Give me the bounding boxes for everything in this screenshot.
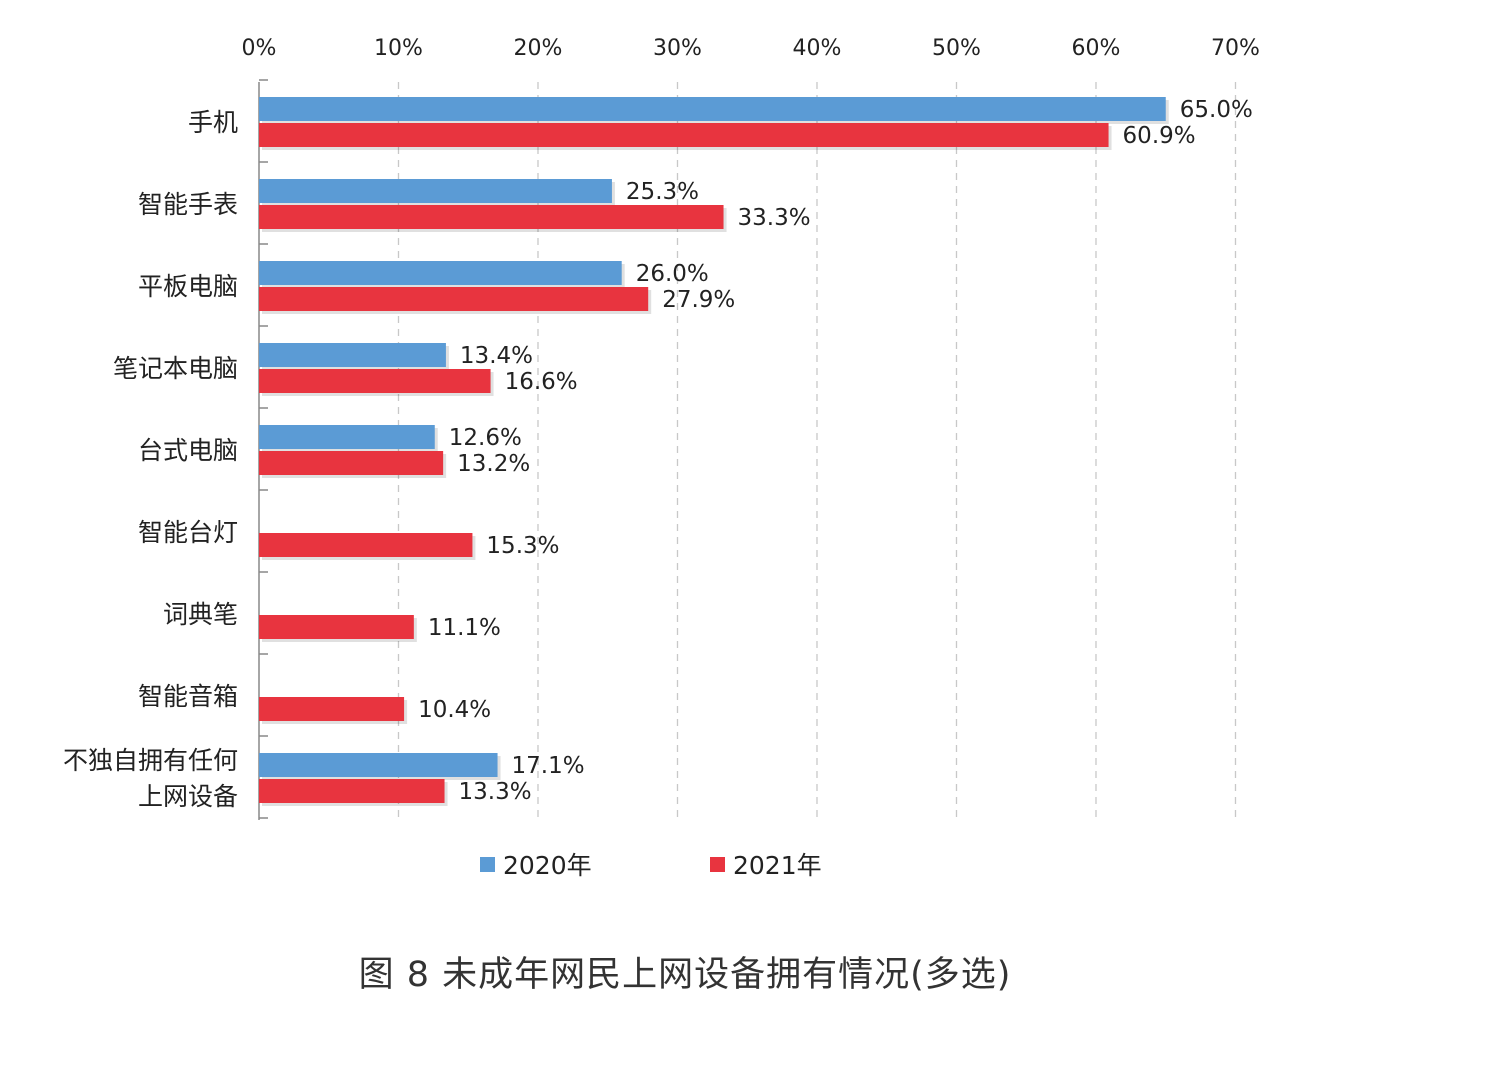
- bar-2020: [259, 753, 498, 777]
- category-label: 台式电脑: [138, 436, 238, 465]
- bar-2021: [259, 615, 414, 639]
- category-label: 智能手表: [138, 190, 238, 219]
- category-label: 手机: [188, 108, 238, 137]
- x-tick-label: 50%: [932, 36, 981, 61]
- legend-swatch: [480, 857, 495, 872]
- bar-2020: [259, 261, 622, 285]
- x-tick-label: 60%: [1072, 36, 1121, 61]
- data-label: 17.1%: [512, 753, 585, 779]
- data-label: 60.9%: [1123, 123, 1196, 149]
- bar-2020: [259, 425, 435, 449]
- bar-2021: [259, 451, 444, 475]
- legend-label: 2020年: [503, 851, 592, 880]
- x-tick-label: 40%: [793, 36, 842, 61]
- data-label: 13.4%: [460, 343, 533, 369]
- category-label: 笔记本电脑: [113, 354, 238, 383]
- x-tick-label: 70%: [1211, 36, 1260, 61]
- data-label: 11.1%: [428, 615, 501, 641]
- category-label: 平板电脑: [138, 272, 238, 301]
- data-label: 27.9%: [662, 287, 735, 313]
- data-label: 25.3%: [626, 179, 699, 205]
- data-label: 12.6%: [449, 425, 522, 451]
- category-label: 词典笔: [163, 600, 238, 629]
- bar-2021: [259, 779, 445, 803]
- data-label: 65.0%: [1180, 97, 1253, 123]
- bar-2020: [259, 97, 1166, 121]
- data-label: 15.3%: [486, 533, 559, 559]
- category-label: 智能台灯: [138, 518, 238, 547]
- bar-2021: [259, 369, 491, 393]
- x-tick-label: 30%: [653, 36, 702, 61]
- chart-caption: 图 8 未成年网民上网设备拥有情况(多选): [358, 955, 1012, 995]
- category-label: 上网设备: [138, 782, 238, 811]
- data-label: 26.0%: [636, 261, 709, 287]
- bar-2021: [259, 287, 649, 311]
- legend-label: 2021年: [733, 851, 822, 880]
- data-label: 13.2%: [457, 451, 530, 477]
- bar-2021: [259, 123, 1109, 147]
- x-tick-label: 0%: [242, 36, 277, 61]
- bar-2020: [259, 343, 446, 367]
- x-tick-labels: 0% 10% 20% 30% 40% 50% 60% 70%: [242, 36, 1260, 61]
- data-label: 10.4%: [418, 697, 491, 723]
- bar-2021: [259, 533, 473, 557]
- x-tick-label: 20%: [514, 36, 563, 61]
- category-label: 不独自拥有任何: [63, 746, 238, 775]
- legend: 2020年 2021年: [480, 851, 822, 880]
- data-label: 13.3%: [459, 779, 532, 805]
- bar-2021: [259, 205, 724, 229]
- bar-2021: [259, 697, 405, 721]
- data-labels: 65.0% 25.3% 26.0% 13.4% 12.6% 17.1% 60.9% 33.3%…: [418, 97, 1253, 805]
- bars: [259, 97, 1169, 806]
- bar-2020: [259, 179, 612, 203]
- data-label: 16.6%: [505, 369, 578, 395]
- category-label: 智能音箱: [138, 682, 238, 711]
- data-label: 33.3%: [738, 205, 811, 231]
- legend-swatch: [710, 857, 725, 872]
- category-labels: 手机智能手表平板电脑笔记本电脑台式电脑智能台灯词典笔智能音箱不独自拥有任何上网设…: [63, 108, 238, 811]
- x-tick-label: 10%: [374, 36, 423, 61]
